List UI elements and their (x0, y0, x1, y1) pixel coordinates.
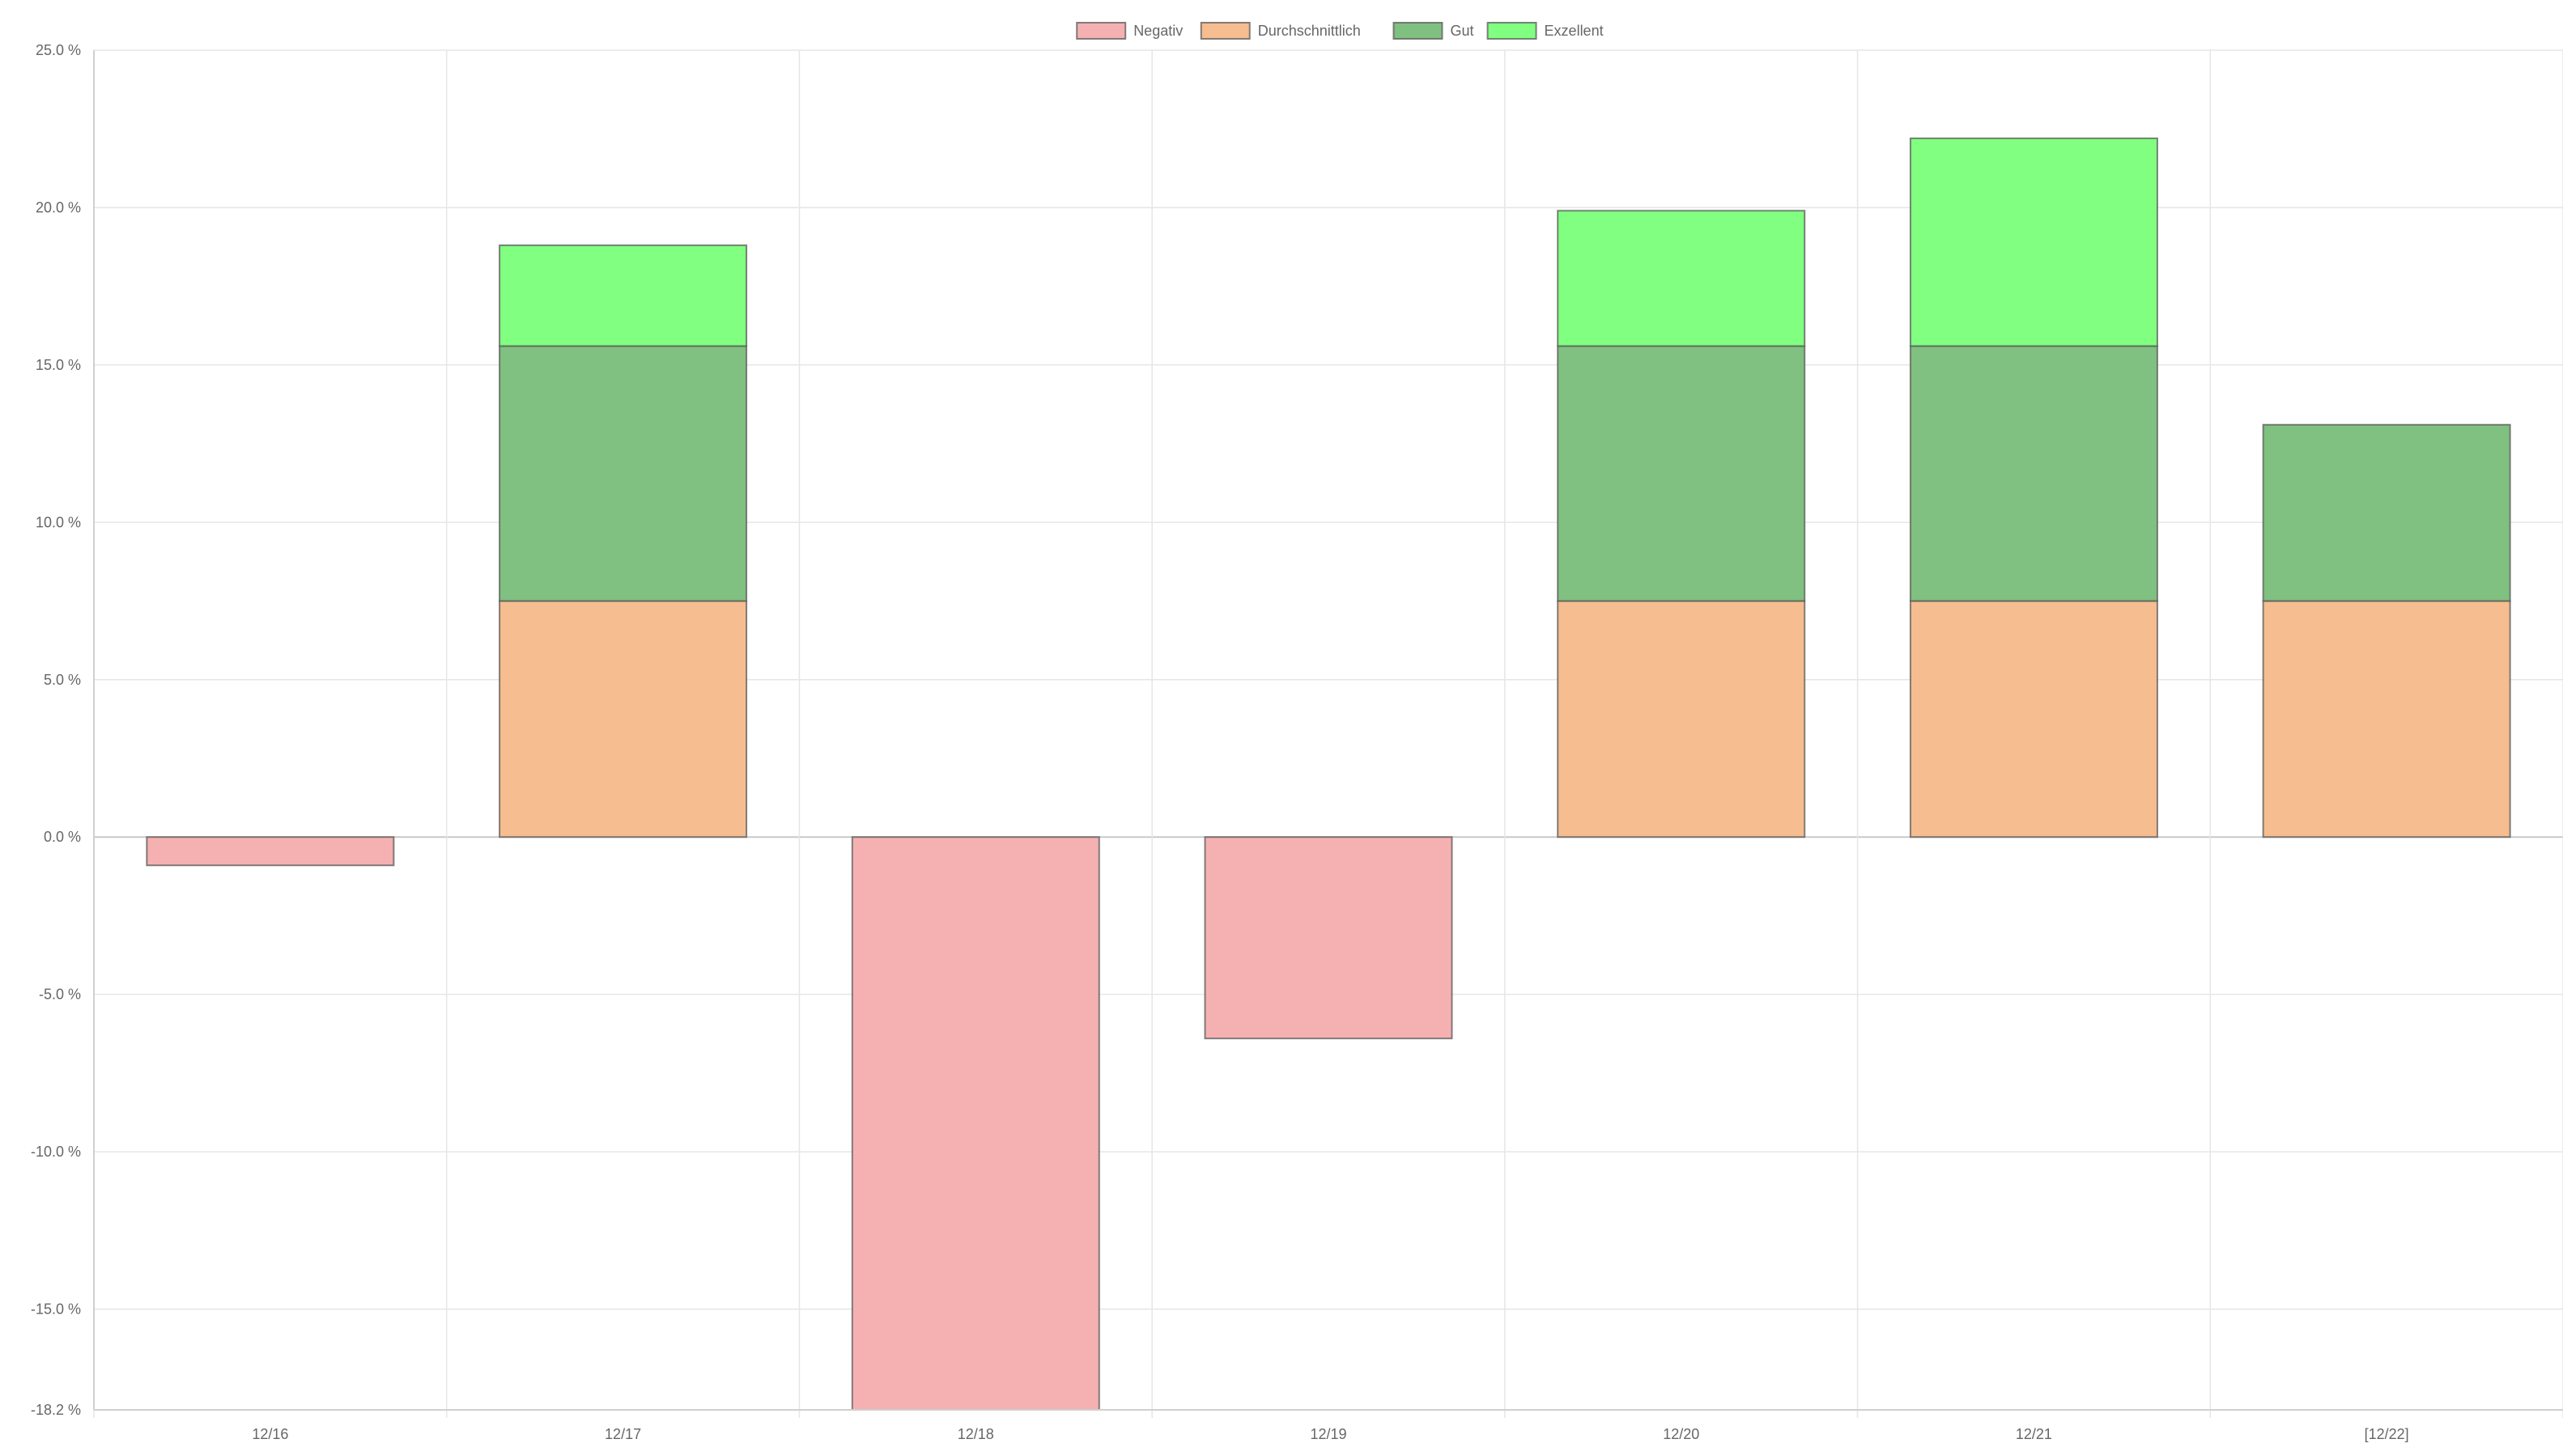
legend-swatch (1076, 22, 1127, 40)
y-tick-label: -5.0 % (39, 987, 81, 1003)
x-tick-label: 12/20 (1663, 1426, 1699, 1442)
y-tick-label: 20.0 % (36, 199, 81, 215)
legend-label: Exzellent (1545, 23, 1604, 39)
bar-gut-5[interactable] (1909, 345, 2158, 602)
x-tick-label: [12/22] (2365, 1426, 2409, 1442)
bars (146, 137, 2511, 1411)
bar-gut-4[interactable] (1557, 345, 1806, 602)
x-tick-label: 12/17 (605, 1426, 641, 1442)
y-tick-label: 10.0 % (36, 514, 81, 530)
bar-exzellent-4[interactable] (1557, 210, 1806, 347)
legend[interactable]: Negativ Durchschnittlich Gut Exzellent (1076, 22, 1604, 40)
legend-label: Gut (1450, 23, 1473, 39)
bar-gut-1[interactable] (499, 345, 748, 602)
bar-negativ-3[interactable] (1204, 836, 1453, 1040)
bar-durchschnittlich-5[interactable] (1909, 600, 2158, 838)
y-tick-label: -10.0 % (31, 1144, 81, 1160)
legend-item-negativ[interactable]: Negativ (1076, 22, 1183, 40)
bar-negativ-2[interactable] (851, 836, 1100, 1411)
y-tick-label: 0.0 % (44, 829, 81, 845)
legend-swatch (1392, 22, 1443, 40)
y-tick-label: 15.0 % (36, 357, 81, 373)
legend-swatch (1486, 22, 1537, 40)
bar-durchschnittlich-6[interactable] (2262, 600, 2511, 838)
y-tick-label: -18.2 % (31, 1402, 81, 1418)
x-tick-label: 12/21 (2016, 1426, 2052, 1442)
bar-durchschnittlich-1[interactable] (499, 600, 748, 838)
legend-label: Durchschnittlich (1258, 23, 1361, 39)
y-tick-label: -15.0 % (31, 1301, 81, 1318)
x-tick-label: 12/16 (252, 1426, 288, 1442)
y-tick-label: 5.0 % (44, 672, 81, 688)
bar-negativ-0[interactable] (146, 836, 395, 867)
bar-durchschnittlich-4[interactable] (1557, 600, 1806, 838)
bar-exzellent-1[interactable] (499, 244, 748, 347)
legend-swatch (1200, 22, 1251, 40)
legend-item-exzellent[interactable]: Exzellent (1486, 22, 1604, 40)
legend-item-gut[interactable]: Gut (1392, 22, 1473, 40)
bar-exzellent-5[interactable] (1909, 137, 2158, 347)
axes: 25.0 % 20.0 % 15.0 % 10.0 % 5.0 % 0.0 % -5.0 %… (31, 42, 2563, 1442)
grid (93, 49, 2563, 1418)
y-tick-label: 25.0 % (36, 42, 81, 58)
legend-item-durchschnittlich[interactable]: Durchschnittlich (1200, 22, 1361, 40)
legend-label: Negativ (1133, 23, 1183, 39)
bar-gut-6[interactable] (2262, 423, 2511, 602)
x-tick-label: 12/19 (1310, 1426, 1346, 1442)
x-tick-label: 12/18 (958, 1426, 994, 1442)
